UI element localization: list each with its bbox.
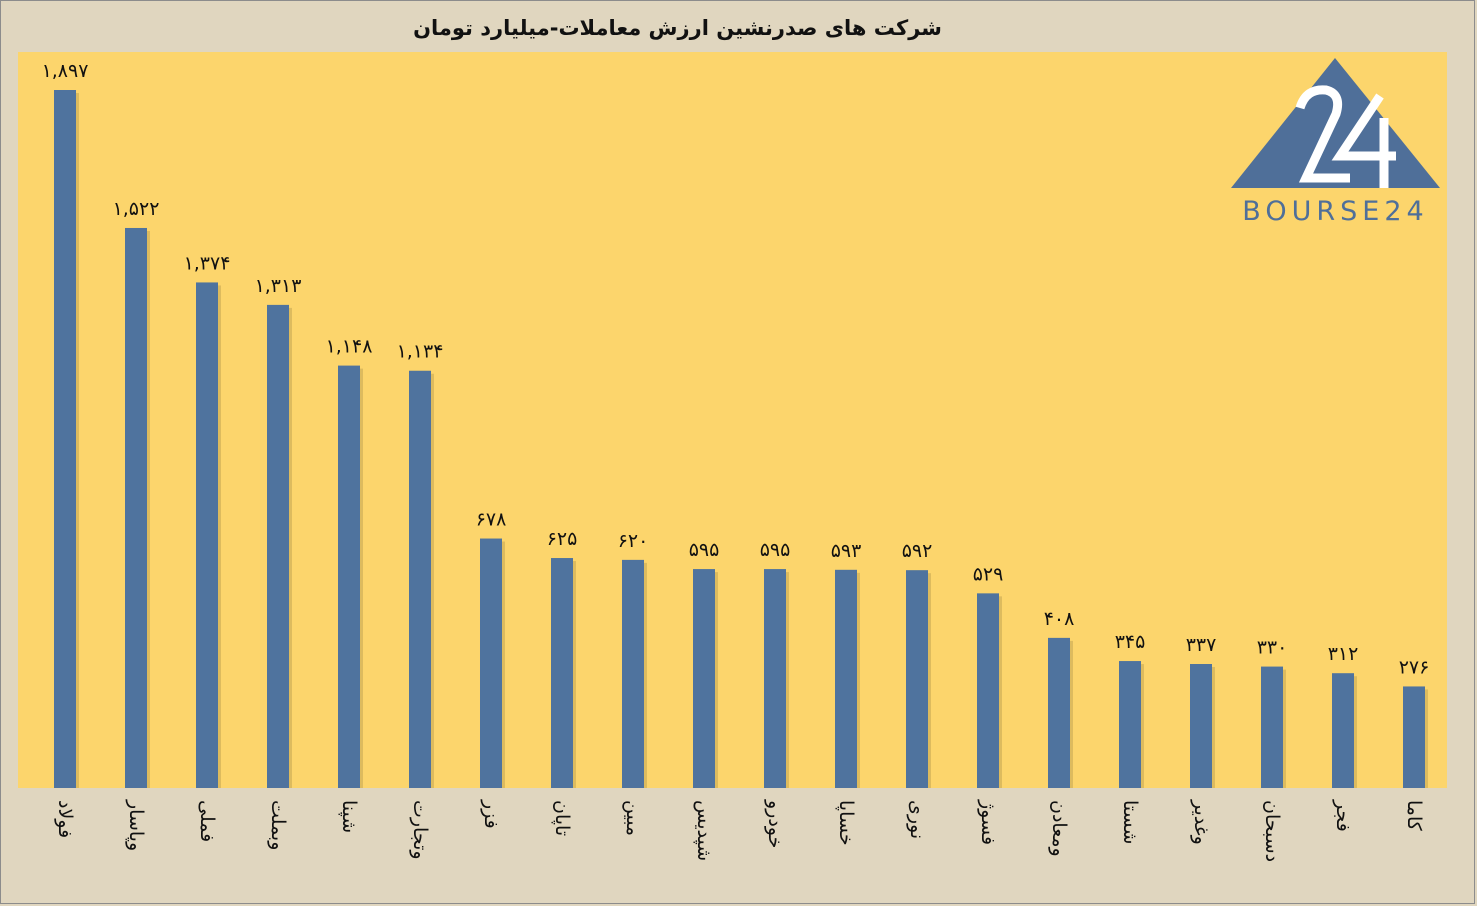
data-label: ۲۷۶ bbox=[1399, 656, 1430, 678]
category-label: وپاسار bbox=[125, 799, 147, 851]
data-label: ۳۱۲ bbox=[1328, 643, 1359, 665]
category-label: شپنا bbox=[338, 800, 360, 833]
data-label: ۶۲۰ bbox=[618, 530, 649, 552]
category-label: وبملت bbox=[267, 800, 289, 850]
category-label: فولاد bbox=[54, 800, 76, 838]
bar bbox=[764, 569, 786, 788]
data-label: ۱,۸۹۷ bbox=[42, 60, 89, 82]
chart-title: شرکت های صدرنشین ارزش معاملات-میلیارد تو… bbox=[413, 16, 942, 40]
bar bbox=[1332, 673, 1354, 788]
logo-text: BOURSE24 bbox=[1242, 196, 1429, 227]
bar bbox=[1190, 664, 1212, 788]
data-label: ۱,۳۱۳ bbox=[255, 275, 302, 297]
data-label: ۱,۳۷۴ bbox=[184, 252, 231, 274]
logo-digit-2 bbox=[1295, 85, 1350, 183]
category-label: وتجارت bbox=[409, 800, 431, 860]
bar bbox=[622, 559, 644, 788]
data-label: ۴۰۸ bbox=[1044, 608, 1075, 630]
category-label: کاما bbox=[1403, 800, 1425, 832]
data-label: ۳۴۵ bbox=[1115, 631, 1146, 653]
data-label: ۱,۵۲۲ bbox=[113, 198, 160, 220]
category-label: فجر bbox=[1332, 799, 1354, 832]
data-label: ۳۳۰ bbox=[1257, 637, 1288, 659]
category-label: نوری bbox=[906, 800, 928, 839]
data-label: ۶۲۵ bbox=[547, 528, 578, 550]
bar bbox=[1119, 661, 1141, 788]
bar bbox=[1403, 686, 1425, 788]
bourse24-logo bbox=[1231, 58, 1440, 188]
bar bbox=[1261, 666, 1283, 788]
bar bbox=[906, 570, 928, 788]
bar bbox=[551, 558, 573, 788]
category-label: فزر bbox=[480, 799, 502, 829]
data-label: ۳۳۷ bbox=[1186, 634, 1217, 656]
bar bbox=[409, 370, 431, 788]
category-label: ومعادن bbox=[1048, 800, 1070, 857]
data-label: ۵۲۹ bbox=[973, 563, 1004, 585]
bar bbox=[977, 593, 999, 788]
category-label: فملی bbox=[196, 800, 218, 842]
bar bbox=[196, 282, 218, 788]
bar bbox=[125, 227, 147, 788]
data-label: ۵۹۲ bbox=[902, 540, 933, 562]
bar bbox=[480, 538, 502, 788]
data-label: ۶۷۸ bbox=[476, 509, 507, 531]
bar bbox=[338, 365, 360, 788]
category-label: شستا bbox=[1119, 800, 1141, 844]
category-label: تاپان bbox=[551, 800, 573, 836]
bar bbox=[267, 304, 289, 788]
category-label: مبین bbox=[622, 800, 644, 836]
data-label: ۱,۱۳۴ bbox=[397, 341, 444, 363]
category-label: شپدیس bbox=[693, 800, 715, 861]
logo-digit-4 bbox=[1331, 93, 1396, 188]
bar bbox=[54, 90, 76, 788]
data-label: ۵۹۵ bbox=[760, 539, 791, 561]
bar bbox=[835, 569, 857, 788]
category-label: خودرو bbox=[764, 799, 786, 848]
bar bbox=[693, 569, 715, 788]
category-label: خساپا bbox=[835, 800, 857, 846]
data-label: ۱,۱۴۸ bbox=[326, 336, 373, 358]
category-label: وغدیر bbox=[1190, 799, 1212, 845]
category-label: فسوژ bbox=[977, 799, 999, 845]
bar bbox=[1048, 637, 1070, 788]
data-label: ۵۹۵ bbox=[689, 539, 720, 561]
data-label: ۵۹۳ bbox=[831, 540, 862, 562]
category-label: دسبحان bbox=[1261, 800, 1283, 862]
